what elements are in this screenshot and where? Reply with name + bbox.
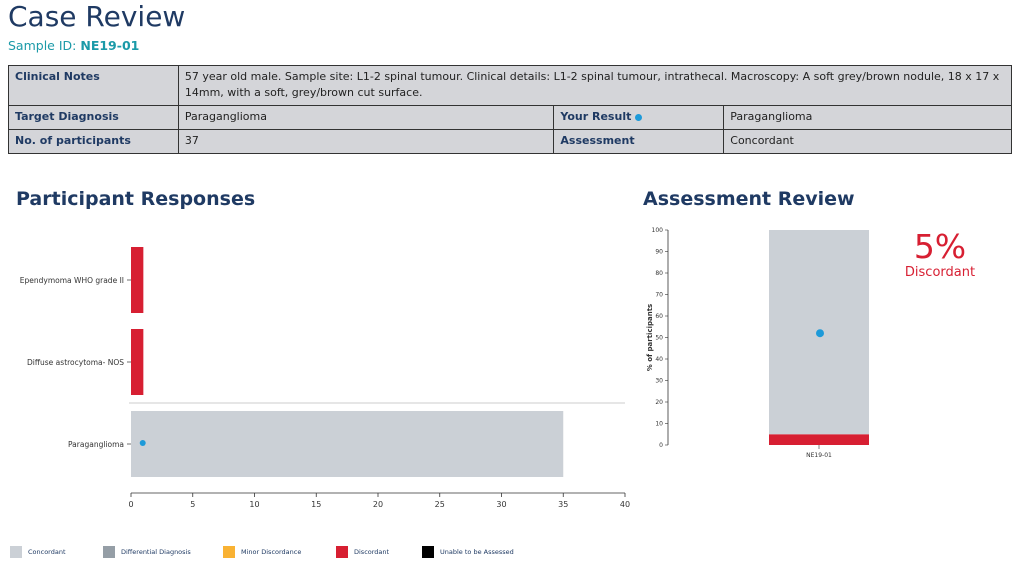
response-bar — [131, 247, 144, 313]
clinical-notes-row: Clinical Notes 57 year old male. Sample … — [8, 65, 1013, 106]
y-tick-label: 60 — [655, 313, 663, 320]
assessment-label: Assessment — [553, 129, 725, 154]
response-category-label: Ependymoma WHO grade II — [20, 276, 124, 285]
response-category-label: Diffuse astrocytoma- NOS — [27, 358, 124, 367]
y-tick-label: 30 — [655, 378, 663, 385]
legend-swatch — [422, 546, 434, 558]
x-tick-label: 0 — [128, 500, 133, 509]
y-axis-title: % of participants — [646, 304, 654, 371]
response-bar — [131, 329, 144, 395]
target-diagnosis-label: Target Diagnosis — [8, 105, 179, 130]
legend-swatch — [10, 546, 22, 558]
y-tick-label: 90 — [655, 249, 663, 256]
response-category-label: Paraganglioma — [68, 440, 124, 449]
target-diagnosis-row: Target Diagnosis Paraganglioma Your Resu… — [8, 105, 1012, 130]
discordant-segment — [769, 434, 869, 445]
y-tick-label: 50 — [655, 335, 663, 342]
y-tick-label: 20 — [655, 399, 663, 406]
x-category-label: NE19-01 — [806, 452, 832, 459]
legend-swatch — [223, 546, 235, 558]
your-result-label: Your Result — [560, 110, 632, 123]
legend: Concordant Differential Diagnosis Minor Di… — [10, 544, 1010, 564]
participant-responses-chart: Ependymoma WHO grade II Diffuse astrocyto… — [20, 247, 630, 509]
sample-id-line: Sample ID: NE19-01 — [8, 38, 139, 53]
y-tick-label: 0 — [659, 442, 663, 449]
page-title: Case Review — [8, 0, 186, 33]
legend-label: Unable to be Assessed — [440, 548, 514, 556]
your-result-marker — [816, 329, 824, 338]
sample-id-label: Sample ID: — [8, 38, 77, 53]
legend-label: Minor Discordance — [241, 548, 302, 556]
legend-item: Unable to be Assessed — [422, 544, 514, 560]
case-info-table: Clinical Notes 57 year old male. Sample … — [8, 65, 1013, 154]
legend-item: Differential Diagnosis — [103, 544, 191, 560]
clinical-notes-value: 57 year old male. Sample site: L1-2 spin… — [177, 65, 1013, 106]
x-tick-label: 25 — [435, 500, 445, 509]
y-tick-label: 70 — [655, 292, 663, 299]
participant-responses-title: Participant Responses — [16, 188, 256, 210]
x-tick-label: 30 — [496, 500, 506, 509]
legend-label: Discordant — [354, 548, 390, 556]
participants-value: 37 — [177, 129, 555, 154]
discordant-label: Discordant — [905, 265, 975, 280]
assessment-review-chart: 0 10 20 30 40 50 60 70 80 90 100 % of participants N… — [646, 227, 975, 459]
y-tick-label: 80 — [655, 270, 663, 277]
your-result-cell: Your Result — [553, 105, 725, 130]
legend-item: Minor Discordance — [223, 544, 301, 560]
x-tick-label: 15 — [311, 500, 321, 509]
participants-label: No. of participants — [8, 129, 179, 154]
assessment-review-title: Assessment Review — [643, 188, 855, 210]
x-tick-label: 35 — [558, 500, 568, 509]
clinical-notes-label: Clinical Notes — [8, 65, 179, 106]
x-tick-label: 40 — [620, 500, 630, 509]
y-tick-label: 10 — [655, 421, 663, 428]
your-result-dot-icon — [635, 113, 643, 121]
discordant-percent: 5% — [914, 227, 966, 266]
your-result-marker — [139, 440, 146, 446]
legend-item: Concordant — [10, 544, 66, 560]
y-tick-label: 100 — [652, 227, 664, 234]
legend-label: Concordant — [28, 548, 66, 556]
x-tick-label: 5 — [190, 500, 195, 509]
x-tick-label: 20 — [373, 500, 383, 509]
sample-id-value: NE19-01 — [80, 38, 140, 53]
x-tick-label: 10 — [249, 500, 259, 509]
legend-swatch — [103, 546, 115, 558]
legend-item: Discordant — [336, 544, 389, 560]
y-tick-label: 40 — [655, 356, 663, 363]
target-diagnosis-value: Paraganglioma — [177, 105, 555, 130]
legend-swatch — [336, 546, 348, 558]
participants-row: No. of participants 37 Assessment Concor… — [8, 129, 1012, 154]
legend-label: Differential Diagnosis — [121, 548, 191, 556]
your-result-value: Paraganglioma — [723, 105, 1012, 130]
assessment-value: Concordant — [723, 129, 1012, 154]
response-bar — [131, 411, 564, 477]
